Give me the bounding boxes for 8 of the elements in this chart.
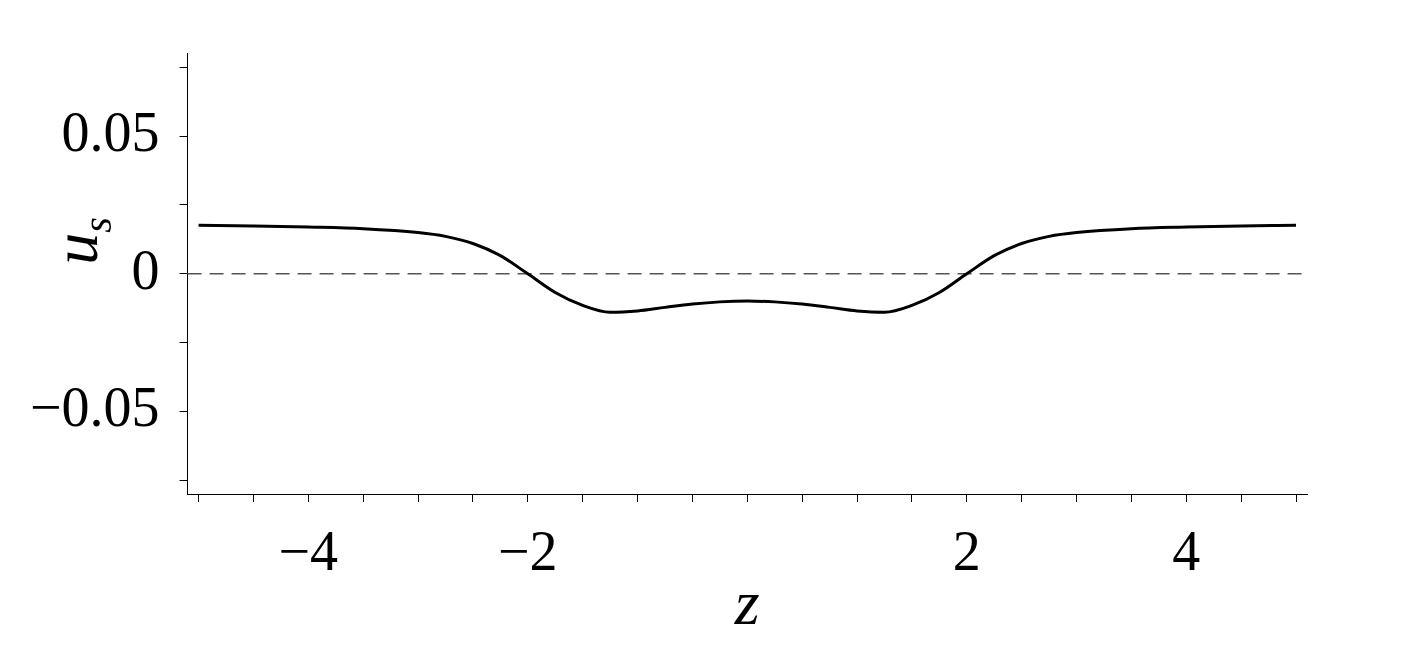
x-tick-label: 2 [952, 520, 981, 583]
y-tick-label: 0 [131, 238, 160, 301]
y-tick-label: −0.05 [29, 376, 160, 439]
x-tick-label: −2 [498, 520, 558, 583]
y-tick-label: 0.05 [61, 100, 160, 163]
x-tick-label: −4 [278, 520, 339, 583]
x-tick-label: 4 [1172, 520, 1201, 583]
x-axis-title: z [733, 567, 760, 639]
